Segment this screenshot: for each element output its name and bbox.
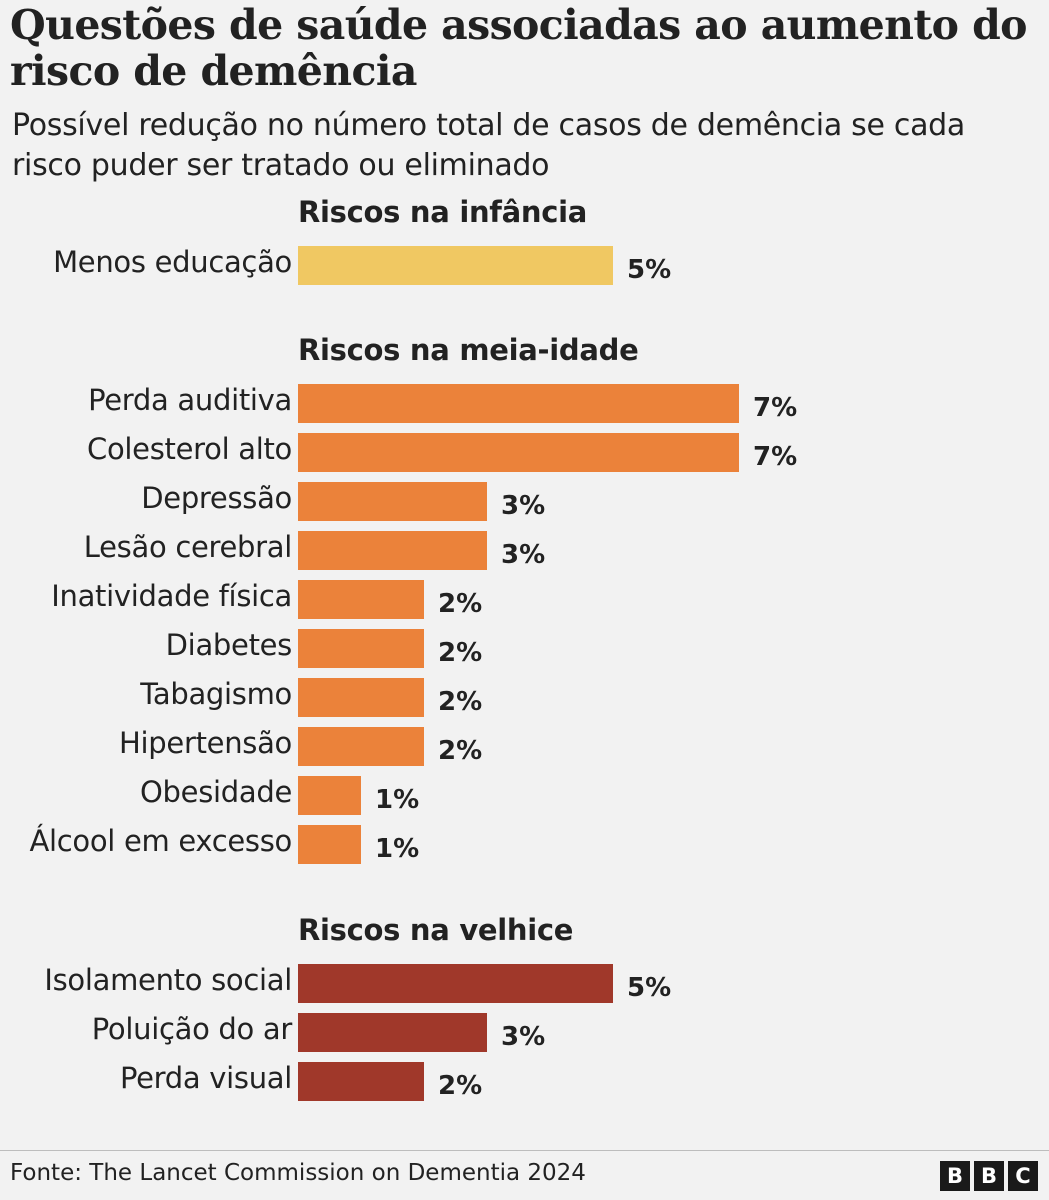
value-label-alcool-em-excesso: 1% [375, 834, 420, 864]
bar-menos-educacao [298, 246, 613, 285]
bbc-logo-letter: C [1008, 1161, 1038, 1191]
group-title-riscos-na-infancia: Riscos na infância [298, 195, 588, 229]
value-label-colesterol-alto: 7% [753, 442, 798, 472]
category-label-tabagismo: Tabagismo [140, 677, 292, 711]
bbc-logo-letter: B [940, 1161, 970, 1191]
value-label-lesao-cerebral: 3% [501, 540, 546, 570]
value-label-isolamento-social: 5% [627, 973, 672, 1003]
bar-isolamento-social [298, 964, 613, 1003]
bar-perda-visual [298, 1062, 424, 1101]
value-label-menos-educacao: 5% [627, 255, 672, 285]
category-label-diabetes: Diabetes [165, 628, 293, 662]
value-label-inatividade-fisica: 2% [438, 589, 483, 619]
value-label-diabetes: 2% [438, 638, 483, 668]
bar-depressao [298, 482, 487, 521]
bar-hipertensao [298, 727, 424, 766]
category-label-lesao-cerebral: Lesão cerebral [83, 530, 293, 564]
bar-obesidade [298, 776, 361, 815]
source-note: Fonte: The Lancet Commission on Dementia… [10, 1160, 586, 1186]
bar-perda-auditiva [298, 384, 739, 423]
category-label-perda-visual: Perda visual [119, 1061, 292, 1095]
bbc-logo: B B C [940, 1161, 1038, 1191]
category-label-isolamento-social: Isolamento social [44, 963, 292, 997]
value-label-tabagismo: 2% [438, 687, 483, 717]
bar-diabetes [298, 629, 424, 668]
category-label-menos-educacao: Menos educação [53, 245, 292, 279]
footer-divider [0, 1150, 1049, 1151]
value-label-obesidade: 1% [375, 785, 420, 815]
bar-tabagismo [298, 678, 424, 717]
bar-lesao-cerebral [298, 531, 487, 570]
category-label-perda-auditiva: Perda auditiva [88, 383, 292, 417]
value-label-perda-visual: 2% [438, 1071, 483, 1101]
value-label-depressao: 3% [501, 491, 546, 521]
category-label-depressao: Depressão [141, 481, 292, 515]
category-label-poluicao-do-ar: Poluição do ar [91, 1012, 293, 1046]
chart-title: Questões de saúde associadas ao aumento … [10, 1, 1028, 95]
bar-alcool-em-excesso [298, 825, 361, 864]
chart-subtitle: Possível redução no número total de caso… [12, 108, 965, 183]
group-title-riscos-na-meia-idade: Riscos na meia-idade [298, 333, 639, 367]
category-label-colesterol-alto: Colesterol alto [87, 432, 292, 466]
value-label-poluicao-do-ar: 3% [501, 1022, 546, 1052]
category-label-hipertensao: Hipertensão [119, 726, 292, 760]
value-label-hipertensao: 2% [438, 736, 483, 766]
bar-inatividade-fisica [298, 580, 424, 619]
bar-colesterol-alto [298, 433, 739, 472]
value-label-perda-auditiva: 7% [753, 393, 798, 423]
category-label-inatividade-fisica: Inatividade física [51, 579, 292, 613]
category-label-obesidade: Obesidade [140, 775, 292, 809]
category-label-alcool-em-excesso: Álcool em excesso [29, 824, 292, 858]
bar-poluicao-do-ar [298, 1013, 487, 1052]
bbc-logo-letter: B [974, 1161, 1004, 1191]
group-title-riscos-na-velhice: Riscos na velhice [298, 913, 574, 947]
